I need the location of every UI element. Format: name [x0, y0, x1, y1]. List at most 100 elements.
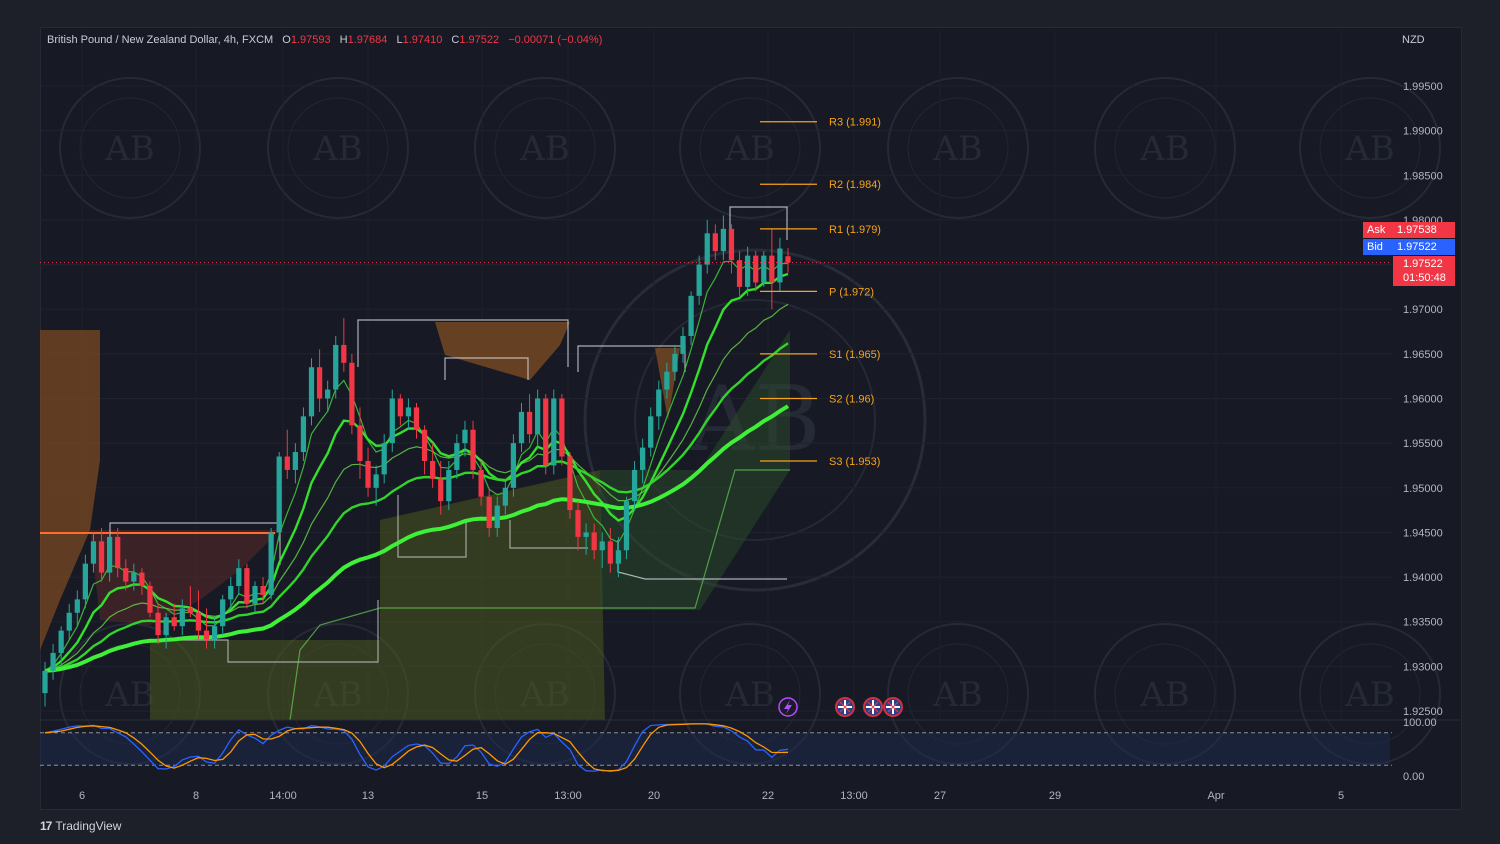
candle — [494, 505, 500, 528]
candle — [115, 536, 121, 569]
x-tick-label: 13:00 — [554, 790, 582, 802]
y-tick-label: 1.94500 — [1403, 527, 1443, 539]
x-tick-label: 6 — [79, 790, 85, 802]
candle — [179, 608, 185, 627]
watermark-ring-inner — [1319, 97, 1421, 199]
bid-price: 1.97522 — [1393, 239, 1455, 255]
pivot-label: R3 (1.991) — [829, 117, 881, 129]
candle — [228, 586, 234, 600]
candle — [591, 532, 597, 551]
ask-price: 1.97538 — [1393, 222, 1455, 238]
candle — [405, 407, 412, 417]
cloud-layer — [40, 322, 790, 720]
candle — [389, 398, 395, 444]
watermark-ring-inner — [1114, 97, 1216, 199]
y-tick-label: 1.95500 — [1403, 438, 1443, 450]
candle — [82, 563, 89, 600]
candle — [365, 461, 371, 488]
moving-average-line — [44, 404, 790, 673]
oscillator-tick-label: 0.00 — [1403, 771, 1424, 783]
watermark-text: AB — [312, 129, 363, 169]
symbol-title[interactable]: British Pound / New Zealand Dollar, 4h, … — [47, 34, 274, 46]
moving-average-line — [44, 342, 789, 672]
candle — [583, 532, 589, 537]
candle — [567, 456, 573, 511]
candle — [357, 425, 363, 461]
low-value: 1.97410 — [402, 34, 443, 46]
candle — [106, 536, 113, 573]
candle — [712, 233, 718, 252]
big-watermark-ring-inner — [634, 299, 876, 541]
trail-line — [289, 469, 790, 721]
change-value: −0.00071 (−0.04%) — [508, 34, 603, 46]
candle — [510, 443, 517, 488]
watermark-ring-inner — [494, 97, 596, 199]
brand-name: TradingView — [55, 819, 122, 833]
candle — [90, 541, 97, 564]
range-box — [397, 495, 467, 558]
x-tick-label: 22 — [762, 790, 774, 802]
candle — [518, 411, 525, 444]
candle — [704, 233, 710, 265]
candle — [640, 447, 646, 470]
candle — [74, 599, 80, 613]
candles-layer — [42, 215, 791, 707]
watermark-ring — [59, 77, 201, 219]
candle — [736, 260, 743, 287]
candle — [753, 255, 759, 283]
candle — [292, 452, 298, 470]
y-tick-label: 1.98500 — [1403, 170, 1443, 182]
event-icons-layer — [778, 697, 903, 717]
x-axis: 6 8 14:00 13 15 13:00 20 22 13:00 27 29 Apr 5 — [79, 790, 1344, 802]
candle — [631, 469, 638, 502]
candle — [728, 228, 735, 261]
flag-diag — [839, 701, 851, 713]
candle — [607, 541, 613, 564]
close-value: 1.97522 — [459, 34, 500, 46]
candle — [478, 469, 484, 497]
oscillator-pane: 100.00 0.00 — [40, 717, 1460, 783]
range-box — [577, 345, 686, 372]
candle — [623, 501, 630, 551]
candle — [131, 572, 137, 582]
candle — [203, 630, 210, 640]
watermark-ring — [1299, 77, 1441, 219]
candle — [470, 429, 476, 470]
y-tick-label: 1.97000 — [1403, 304, 1443, 316]
last-price-badge: 1.97522 01:50:48 — [1393, 256, 1455, 286]
pivot-label: S2 (1.96) — [829, 394, 874, 406]
candle — [615, 550, 622, 564]
y-tick-label: 1.99000 — [1403, 126, 1443, 138]
x-tick-label: 15 — [476, 790, 488, 802]
watermark-ring — [267, 77, 409, 219]
watermark-text: AB — [519, 129, 570, 169]
candle — [551, 398, 557, 466]
candle — [163, 617, 169, 636]
candle — [300, 416, 307, 453]
watermark-text: AB — [932, 675, 983, 715]
watermark-text: AB — [104, 675, 155, 715]
candle — [236, 568, 242, 586]
candle — [648, 416, 654, 448]
candle — [308, 367, 315, 417]
pivot-label: P (1.972) — [829, 286, 874, 298]
candle — [446, 469, 452, 502]
watermark-text: AB — [724, 129, 775, 169]
candle — [688, 295, 694, 336]
pivot-label: S3 (1.953) — [829, 456, 880, 468]
y-tick-label: 1.96500 — [1403, 349, 1443, 361]
candle — [316, 367, 323, 399]
candle — [769, 255, 775, 283]
stochastic-k-line — [44, 723, 789, 773]
candle — [421, 429, 428, 461]
candle — [123, 568, 129, 582]
candle — [276, 456, 282, 533]
x-tick-label: 5 — [1338, 790, 1344, 802]
watermark-ring-inner — [287, 97, 389, 199]
x-tick-label: 8 — [193, 790, 199, 802]
tradingview-brand[interactable]: 17 TradingView — [40, 819, 121, 833]
range-box — [168, 600, 379, 663]
watermark-ring — [887, 77, 1029, 219]
y-tick-label: 1.99500 — [1403, 81, 1443, 93]
